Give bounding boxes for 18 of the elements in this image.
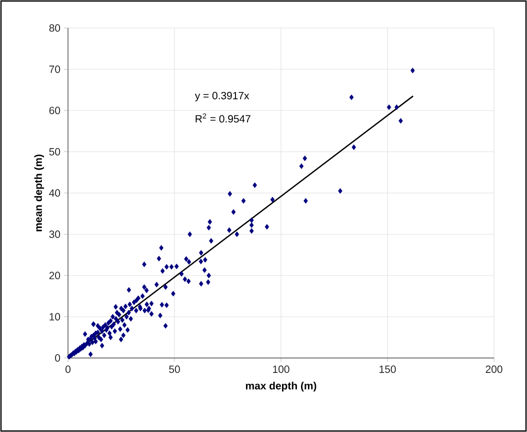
- x-tick-label: 50: [169, 366, 180, 373]
- y-tick-label: 50: [49, 148, 60, 156]
- y-tick-label: 20: [49, 272, 60, 280]
- x-tick-label: 0: [65, 366, 70, 373]
- annotation: y = 0.3917x: [194, 92, 250, 102]
- y-axis-title: mean depth (m): [34, 154, 44, 232]
- y-tick-label: 70: [49, 66, 60, 73]
- y-tick-label: 0: [55, 354, 60, 362]
- x-tick-label: 200: [486, 366, 502, 373]
- y-tick-label: 60: [49, 106, 60, 114]
- y-tick-label: 40: [49, 189, 60, 197]
- y-tick-label: 10: [50, 313, 60, 320]
- x-tick-label: 150: [380, 366, 396, 373]
- x-axis-title: max depth (m): [246, 382, 316, 392]
- y-tick-label: 30: [49, 230, 60, 238]
- annotation: R$^{2}$ = 0.9547: [196, 113, 250, 123]
- y-tick-label: 80: [49, 24, 60, 32]
- x-tick-label: 100: [273, 366, 290, 373]
